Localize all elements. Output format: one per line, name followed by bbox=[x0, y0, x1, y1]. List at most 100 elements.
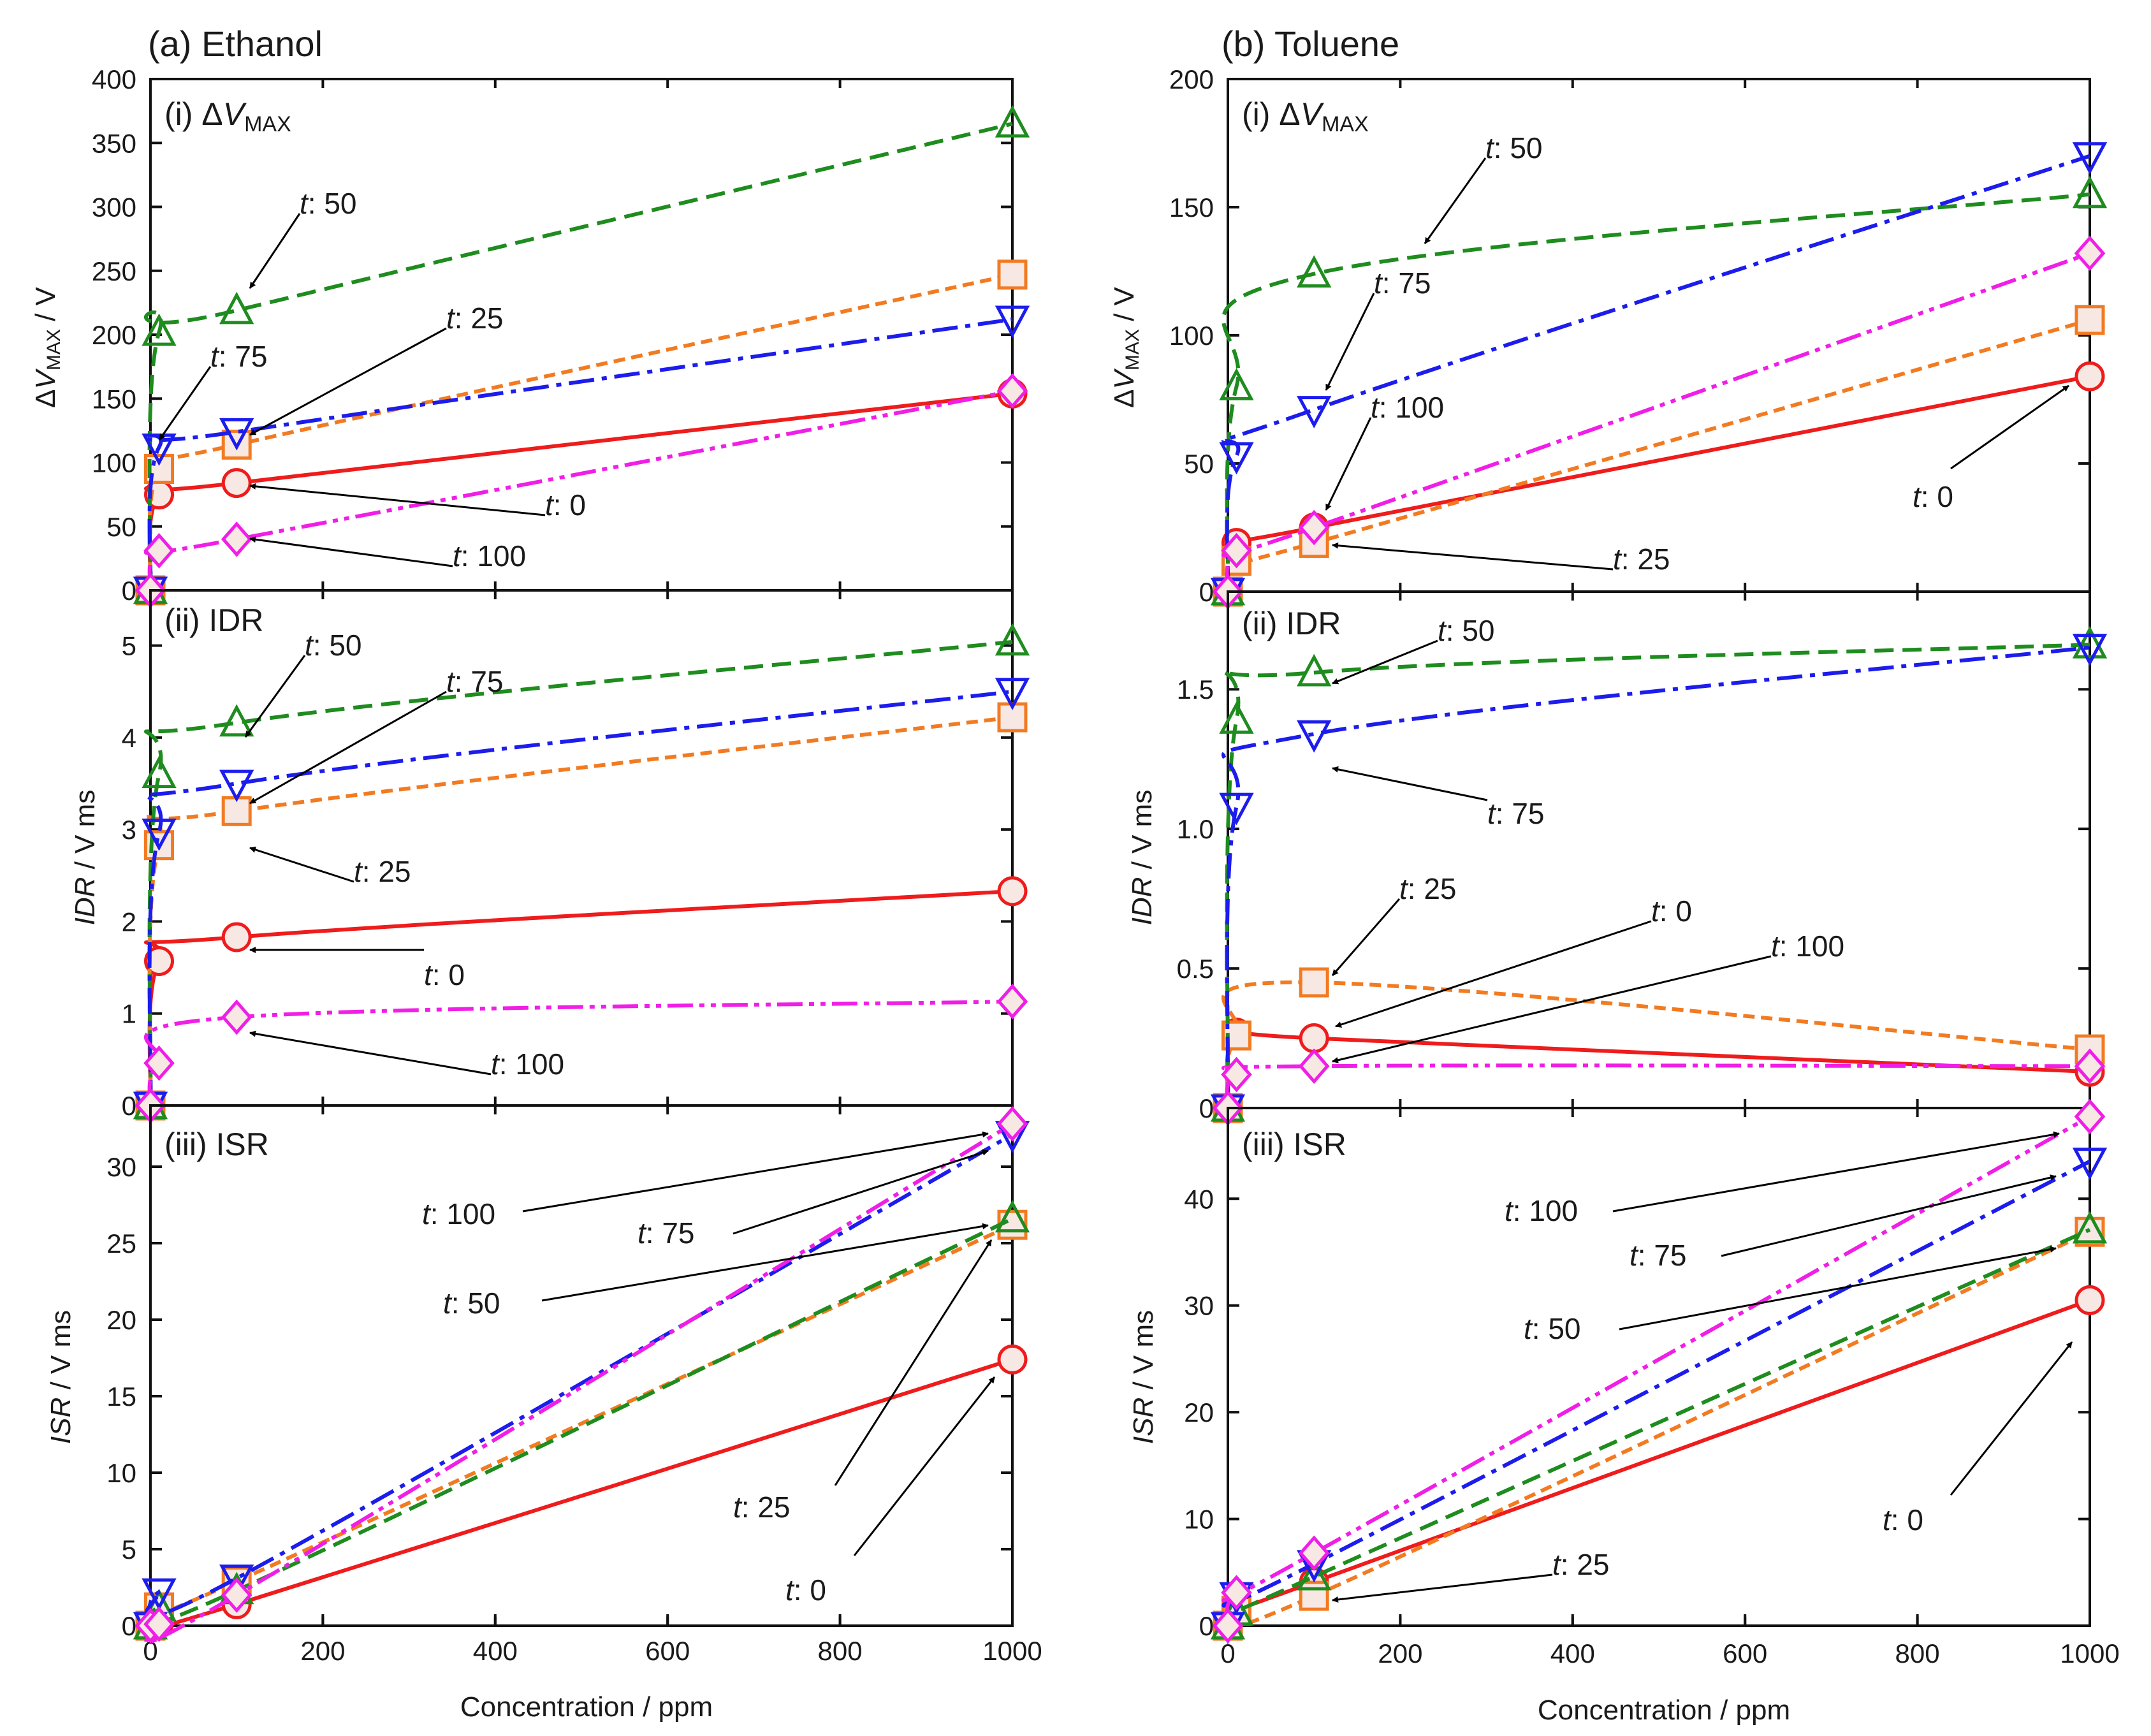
y-tick-label: 300 bbox=[92, 193, 136, 222]
annotation-arrow bbox=[1721, 1174, 2057, 1257]
subplot-b-iii: 0 10 20 30 40 t: 100 t: 75 t: 50 t: 25 t: 0 bbox=[1184, 1098, 2108, 1645]
annotation-label: t: 0 bbox=[545, 488, 586, 522]
x-tick-label: 800 bbox=[1895, 1638, 1940, 1668]
annotation-label: t: 100 bbox=[1371, 391, 1444, 424]
y-tick-label: 250 bbox=[92, 256, 136, 286]
data-point bbox=[1221, 1575, 1252, 1610]
annotation-arrow bbox=[249, 536, 453, 567]
data-point bbox=[221, 1577, 252, 1613]
data-point bbox=[996, 373, 1028, 409]
data-point bbox=[219, 770, 254, 803]
y-tick-label: 5 bbox=[122, 631, 136, 661]
y-tick-label: 0 bbox=[1199, 1611, 1214, 1641]
data-point bbox=[219, 704, 254, 737]
data-point bbox=[2074, 305, 2105, 335]
data-point bbox=[995, 1200, 1030, 1233]
x-tick-label: 200 bbox=[1378, 1638, 1422, 1668]
plot-layer: 0 200 400 600 800 100005010015020025030035040… bbox=[92, 64, 2120, 1668]
data-point bbox=[2074, 361, 2105, 391]
y-tick-label: 15 bbox=[106, 1382, 136, 1411]
subplot-a-i: 0 50 100 150 200 250 300 350 400 t: 50 t: 75 t: 25 t… bbox=[92, 64, 1030, 609]
data-point bbox=[1297, 396, 1332, 428]
data-point bbox=[995, 305, 1030, 339]
data-point bbox=[2074, 235, 2106, 272]
data-point bbox=[997, 876, 1028, 907]
data-point bbox=[995, 105, 1030, 138]
data-point bbox=[1299, 967, 1329, 998]
series-line bbox=[1221, 154, 2090, 592]
series-line bbox=[143, 689, 1013, 1106]
subplot-b-ii: 0 0.5 1.0 1.5 t: 50 t: 75 t: 25 t: 0 t: 100 bbox=[1177, 590, 2108, 1127]
annotation-arrow bbox=[1950, 384, 2069, 470]
data-point bbox=[143, 1606, 175, 1642]
annotation-label: t: 50 bbox=[305, 629, 362, 662]
data-point bbox=[221, 999, 252, 1035]
data-point bbox=[2074, 1285, 2105, 1315]
series-line bbox=[1221, 643, 2090, 1109]
y-tick-label: 0 bbox=[122, 1091, 136, 1121]
annotation-arrow bbox=[1325, 293, 1375, 391]
y-tick-label: 50 bbox=[1184, 449, 1214, 479]
annotation-label: t: 100 bbox=[422, 1197, 495, 1230]
y-tick-label: 4 bbox=[122, 723, 136, 753]
series-line bbox=[1221, 1114, 2091, 1626]
data-point bbox=[995, 623, 1030, 656]
y-tick-label: 200 bbox=[92, 320, 136, 350]
data-point bbox=[996, 984, 1028, 1019]
data-point bbox=[219, 1565, 254, 1597]
subpanel-label-b-i: (i) ΔVMAX bbox=[1242, 96, 1369, 136]
y-tick-label: 1.0 bbox=[1177, 814, 1214, 844]
data-point bbox=[1221, 1056, 1252, 1093]
data-point bbox=[2072, 1148, 2108, 1181]
annotation-arrow bbox=[249, 327, 447, 436]
y-axis-label-b-i: ΔVMAX / V bbox=[1109, 286, 1143, 407]
data-point bbox=[1219, 701, 1254, 734]
data-point bbox=[142, 1578, 177, 1611]
data-point bbox=[2072, 1211, 2108, 1244]
subpanel-label-a-iii: (iii) ISR bbox=[164, 1127, 269, 1162]
y-tick-label: 0 bbox=[1199, 1093, 1214, 1123]
data-point bbox=[221, 922, 252, 952]
annotation-arrow bbox=[1332, 1573, 1553, 1603]
annotation-arrow bbox=[249, 1030, 492, 1076]
subpanel-label-a-ii: (ii) IDR bbox=[164, 602, 264, 638]
y-tick-label: 0.5 bbox=[1177, 954, 1214, 984]
annotation-arrow bbox=[541, 1223, 989, 1302]
annotation-label: t: 50 bbox=[1524, 1312, 1581, 1345]
annotation-label: t: 50 bbox=[443, 1287, 500, 1320]
data-point bbox=[144, 945, 175, 976]
data-point bbox=[142, 755, 177, 789]
x-tick-label: 600 bbox=[645, 1636, 690, 1666]
annotation-arrow bbox=[1335, 920, 1652, 1028]
annotation-arrow bbox=[249, 483, 546, 516]
annotation-label: t: 0 bbox=[785, 1573, 826, 1607]
series-line bbox=[1221, 980, 2090, 1109]
y-tick-label: 0 bbox=[1199, 577, 1214, 607]
y-axis-label-b-iii: ISR / V ms bbox=[1128, 1310, 1159, 1444]
x-tick-label: 1000 bbox=[982, 1636, 1042, 1666]
series-line bbox=[144, 999, 1013, 1106]
annotation-arrow bbox=[1950, 1341, 2073, 1496]
annotation-arrow bbox=[1612, 1131, 2060, 1213]
annotation-label: t: 25 bbox=[1399, 872, 1457, 905]
data-point bbox=[221, 468, 252, 499]
y-tick-label: 30 bbox=[1184, 1291, 1214, 1321]
data-point bbox=[1212, 1608, 1244, 1644]
data-point bbox=[996, 1106, 1028, 1142]
y-axis-label-a-i: ΔVMAX / V bbox=[30, 286, 64, 407]
data-point bbox=[143, 533, 175, 569]
annotation-arrow bbox=[1332, 955, 1772, 1063]
y-tick-label: 50 bbox=[106, 512, 136, 542]
panel-title-ethanol: (a) Ethanol bbox=[148, 24, 323, 64]
annotation-label: t: 75 bbox=[1630, 1239, 1687, 1272]
data-point bbox=[1219, 792, 1254, 826]
data-point bbox=[2074, 1098, 2106, 1135]
annotation-label: t: 75 bbox=[446, 665, 504, 698]
annotation-label: t: 50 bbox=[1438, 614, 1495, 647]
annotation-label: t: 100 bbox=[453, 539, 526, 573]
annotation-label: t: 100 bbox=[1505, 1194, 1578, 1227]
y-tick-label: 1.5 bbox=[1177, 675, 1214, 704]
plot-frame bbox=[1227, 1107, 2091, 1627]
annotation-label: t: 50 bbox=[1485, 131, 1543, 164]
annotation-label: t: 0 bbox=[1651, 894, 1692, 928]
